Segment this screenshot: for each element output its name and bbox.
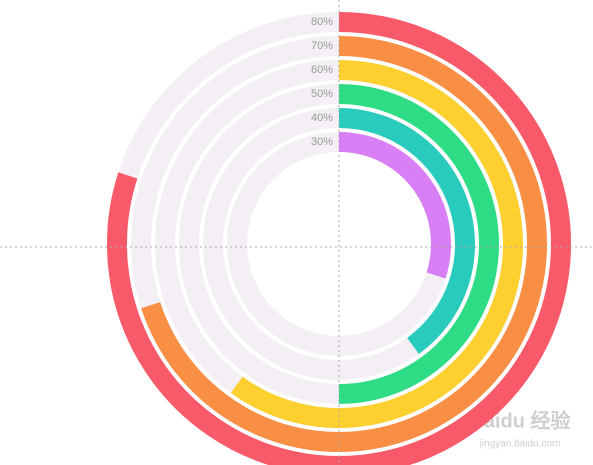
value-label: 80% [311,16,333,28]
value-label: 50% [311,88,333,100]
value-label: 30% [311,136,333,148]
value-label: 40% [311,112,333,124]
ring-bar [338,108,475,355]
value-label: 60% [311,64,333,76]
ring-bar [338,132,451,279]
value-label: 70% [311,40,333,52]
ring-bar [141,36,547,452]
ring-bar [107,12,571,465]
watermark-url: jingyan.baidu.com [479,439,561,450]
ring-bar [230,60,523,428]
ring-bar [338,84,499,404]
